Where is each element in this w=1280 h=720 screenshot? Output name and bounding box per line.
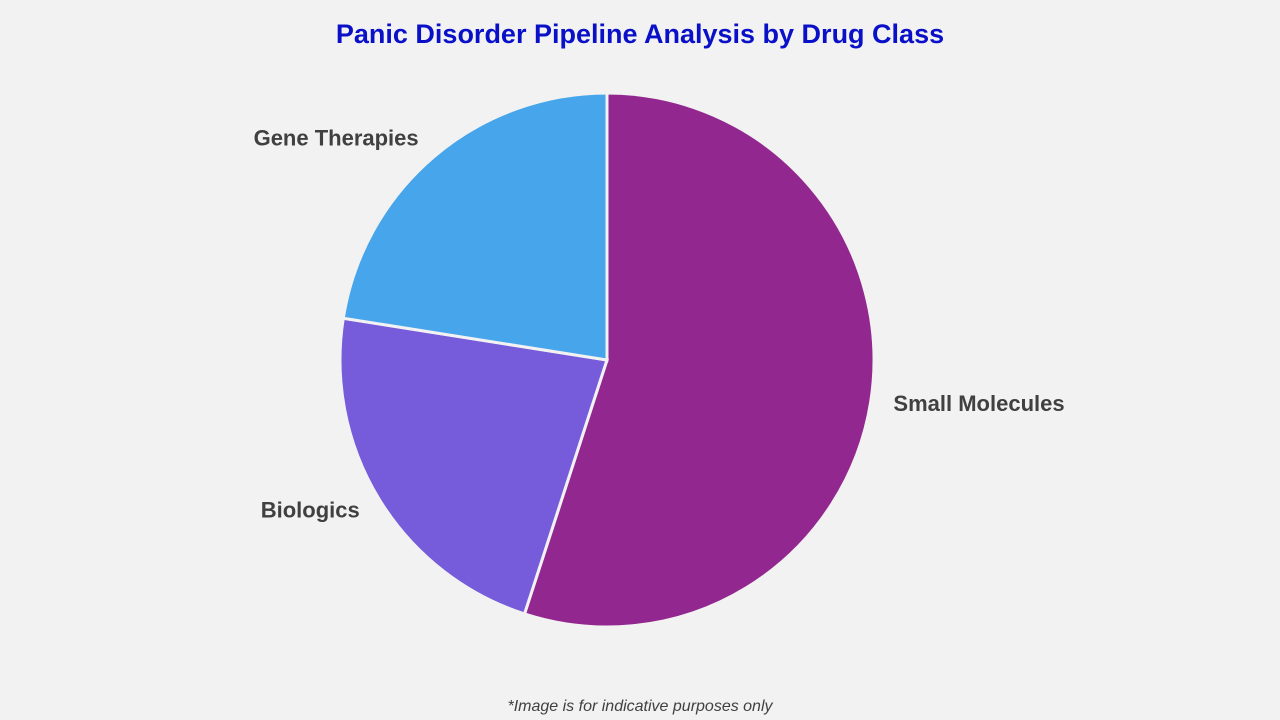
slice-label: Biologics: [261, 497, 360, 522]
pie-slice: [338, 316, 609, 616]
pie-slice: [341, 91, 609, 362]
slice-label: Gene Therapies: [254, 125, 419, 150]
footnote: *Image is for indicative purposes only: [507, 698, 773, 715]
chart-title: Panic Disorder Pipeline Analysis by Drug…: [336, 19, 944, 49]
pie-slice: [522, 91, 876, 629]
slice-label: Small Molecules: [893, 391, 1064, 416]
